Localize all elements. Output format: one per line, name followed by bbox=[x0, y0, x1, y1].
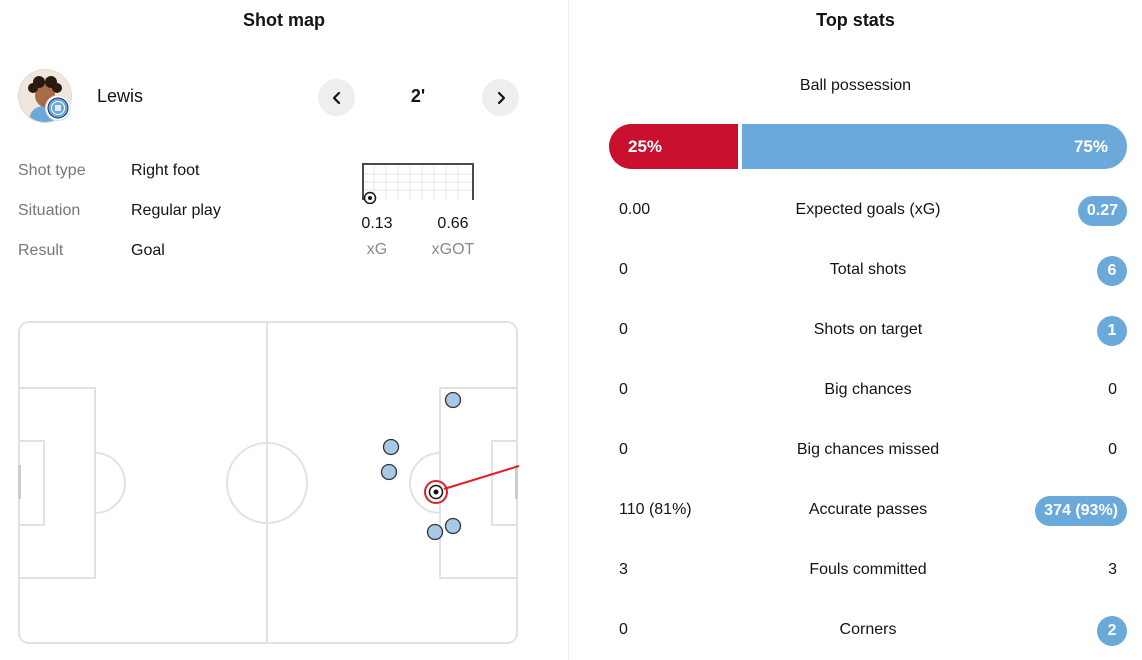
stat-row-total-shots: 0 Total shots 6 bbox=[609, 256, 1127, 286]
player-face-icon bbox=[19, 70, 71, 122]
stat-home-value: 0 bbox=[619, 381, 628, 398]
stat-away-value: 3 bbox=[1108, 561, 1117, 578]
center-circle bbox=[226, 442, 308, 524]
selected-shot-ring[interactable] bbox=[424, 480, 448, 504]
stat-row-big-chances-missed: 0 Big chances missed 0 bbox=[609, 436, 1127, 466]
right-goal bbox=[515, 465, 518, 499]
chevron-right-icon bbox=[497, 91, 505, 104]
next-shot-button[interactable] bbox=[482, 79, 519, 116]
player-name[interactable]: Lewis bbox=[97, 86, 144, 106]
result-label: Result bbox=[18, 242, 64, 259]
stat-home-value: 3 bbox=[619, 561, 628, 578]
stat-home-value: 0 bbox=[619, 321, 628, 338]
player-avatar[interactable] bbox=[18, 69, 72, 123]
stat-label: Big chances bbox=[824, 381, 912, 398]
stat-away-value: 0 bbox=[1108, 441, 1117, 458]
possession-away-bar: 75% bbox=[742, 124, 1127, 169]
stat-away-value: 6 bbox=[1097, 256, 1127, 286]
xg-label: xG bbox=[366, 241, 388, 258]
right-penalty-arc bbox=[409, 452, 441, 514]
possession-label: Ball possession bbox=[799, 77, 912, 94]
result-value: Goal bbox=[131, 242, 165, 259]
situation-label: Situation bbox=[18, 202, 81, 219]
stat-home-value: 0 bbox=[619, 621, 628, 638]
shot-type-value: Right foot bbox=[131, 162, 200, 179]
top-stats-title: Top stats bbox=[816, 10, 895, 30]
stat-home-value: 0.00 bbox=[619, 201, 651, 218]
possession-home-bar: 25% bbox=[609, 124, 738, 169]
stat-label: Accurate passes bbox=[808, 501, 928, 518]
chevron-left-icon bbox=[332, 91, 340, 104]
stat-label: Corners bbox=[839, 621, 897, 638]
stat-away-value: 2 bbox=[1097, 616, 1127, 646]
shot-marker[interactable] bbox=[444, 517, 462, 535]
stat-home-value: 0 bbox=[619, 261, 628, 278]
xgot-value: 0.66 bbox=[437, 215, 469, 232]
stat-row-fouls-committed: 3 Fouls committed 3 bbox=[609, 556, 1127, 586]
shot-marker[interactable] bbox=[382, 438, 400, 456]
left-penalty-arc bbox=[94, 452, 126, 514]
stat-row-corners: 0 Corners 2 bbox=[609, 616, 1127, 646]
pitch-map bbox=[18, 321, 519, 644]
shot-map-panel: Shot map Lewis 2' Shot type Right bbox=[0, 0, 568, 660]
stat-away-value: 0 bbox=[1108, 381, 1117, 398]
shot-trajectory-line bbox=[443, 465, 519, 490]
shot-marker[interactable] bbox=[426, 523, 444, 541]
shot-map-title: Shot map bbox=[242, 10, 325, 30]
shot-marker[interactable] bbox=[444, 391, 462, 409]
stat-row-accurate-passes: 110 (81%) Accurate passes 374 (93%) bbox=[609, 496, 1127, 526]
previous-shot-button[interactable] bbox=[318, 79, 355, 116]
top-stats-panel: Top stats Ball possession 25% 75% 0.00 E… bbox=[569, 0, 1142, 660]
xg-value: 0.13 bbox=[361, 215, 393, 232]
goal-frame-icon bbox=[360, 160, 478, 209]
panel-divider bbox=[568, 0, 569, 660]
xgot-label: xGOT bbox=[431, 241, 475, 258]
stat-away-value: 0.27 bbox=[1077, 196, 1127, 226]
stat-label: Shots on target bbox=[813, 321, 923, 338]
stat-label: Expected goals (xG) bbox=[795, 201, 941, 218]
stat-label: Big chances missed bbox=[796, 441, 940, 458]
left-goal bbox=[18, 465, 21, 499]
club-badge-icon bbox=[46, 96, 70, 120]
stat-row-big-chances: 0 Big chances 0 bbox=[609, 376, 1127, 406]
stat-row-xg: 0.00 Expected goals (xG) 0.27 bbox=[609, 196, 1127, 226]
stat-label: Fouls committed bbox=[809, 561, 927, 578]
stat-away-value: 1 bbox=[1097, 316, 1127, 346]
stat-row-shots-on-target: 0 Shots on target 1 bbox=[609, 316, 1127, 346]
shot-type-label: Shot type bbox=[18, 162, 86, 179]
shot-minute: 2' bbox=[410, 86, 426, 106]
situation-value: Regular play bbox=[131, 202, 221, 219]
stat-home-value: 0 bbox=[619, 441, 628, 458]
stat-home-value: 110 (81%) bbox=[619, 501, 692, 518]
stat-label: Total shots bbox=[829, 261, 907, 278]
shot-marker[interactable] bbox=[380, 463, 398, 481]
stat-away-value: 374 (93%) bbox=[1035, 496, 1127, 526]
